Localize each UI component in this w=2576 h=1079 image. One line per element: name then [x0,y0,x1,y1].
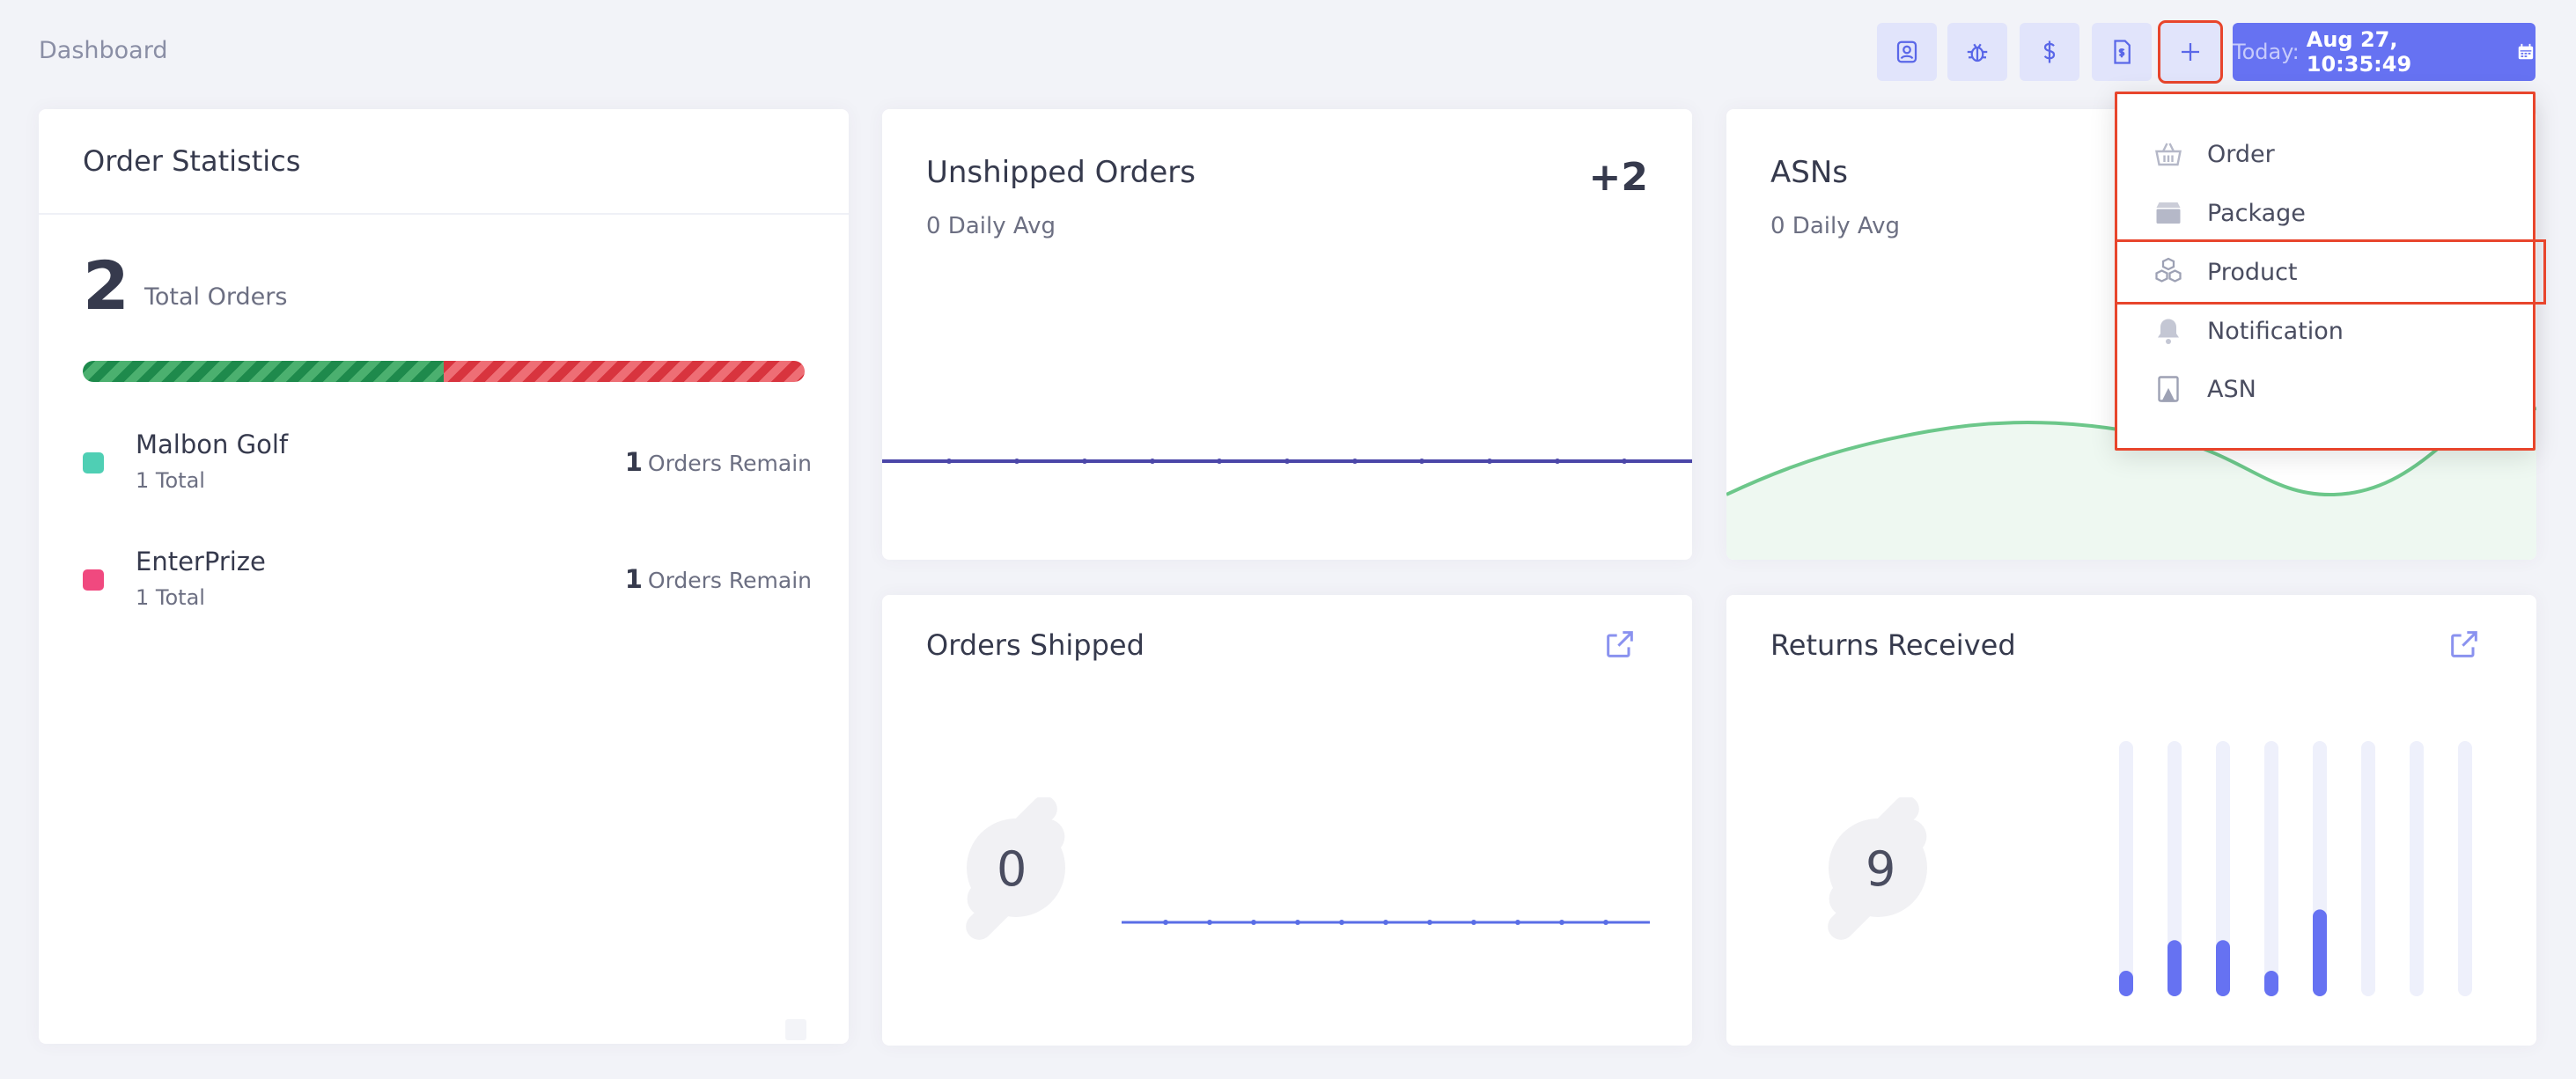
invoice-icon [2114,40,2131,64]
unshipped-orders-delta: +2 [1588,155,1648,200]
menu-item-order[interactable]: Order [2117,124,2533,184]
client-row-enterprize: EnterPrize 1 Total 1 Orders Remain [83,547,840,617]
orders-shipped-card: Orders Shipped 0 [882,595,1692,1046]
user-icon [1896,40,1917,63]
asns-title: ASNs [1770,155,1848,190]
unshipped-orders-card: Unshipped Orders 0 Daily Avg +2 [882,109,1692,560]
date-button[interactable]: Today: Aug 27, 10:35:49 [2233,23,2536,81]
asns-subtitle: 0 Daily Avg [1770,213,1901,239]
asn-icon [2158,376,2179,402]
returns-bar-track [2216,741,2230,996]
client-row-malbon: Malbon Golf 1 Total 1 Orders Remain [83,429,840,500]
unshipped-orders-subtitle: 0 Daily Avg [926,213,1056,239]
returns-bar [2313,909,2327,996]
client-name: Malbon Golf [136,429,289,459]
menu-item-label: Product [2207,258,2298,286]
order-statistics-title: Order Statistics [83,144,301,178]
menu-item-label: Notification [2207,317,2344,345]
client-remain-count: 1 [624,447,643,477]
client-remain-count: 1 [624,564,643,594]
menu-item-label: Order [2207,140,2275,168]
client-total: 1 Total [136,585,205,610]
returns-bar [2119,971,2133,996]
add-button[interactable] [2158,20,2223,84]
returns-bar-track [2458,741,2472,996]
returns-bar-track [2168,741,2182,996]
menu-item-label: Package [2207,199,2306,227]
date-value: Aug 27, 10:35:49 [2306,27,2412,77]
date-label: Today: [2233,40,2300,64]
menu-item-package[interactable]: Package [2117,183,2533,243]
returns-decoration-icon [1828,797,1927,940]
menu-item-product[interactable]: Product [2115,239,2546,305]
orders-shipped-title: Orders Shipped [926,628,1144,662]
returns-bar-track [2361,741,2375,996]
user-button[interactable] [1877,23,1937,81]
orders-shipped-line-chart [1122,920,1650,925]
progress-segment-malbon [83,361,444,382]
external-link-icon[interactable] [1602,627,1638,662]
total-orders-label: Total Orders [144,283,288,311]
returns-bar-track [2119,741,2133,996]
client-remain-label: Orders Remain [647,451,812,476]
client-total: 1 Total [136,468,205,493]
returns-bar [2216,940,2230,996]
client-remain: 1 Orders Remain [625,447,812,477]
plus-icon [2182,43,2199,61]
add-dropdown-menu: Order Package Product Notification ASN [2115,92,2546,451]
cubes-icon [2155,257,2182,283]
bug-icon [1967,43,1988,62]
order-statistics-card: Order Statistics 2 Total Orders Malbon G… [39,109,849,1044]
client-color-dot [83,569,104,591]
shipped-decoration-icon [966,797,1065,940]
unshipped-orders-title: Unshipped Orders [926,155,1196,190]
billing-button[interactable] [2020,23,2079,81]
basket-icon [2155,143,2182,166]
bell-icon [2158,319,2179,344]
page-title: Dashboard [39,37,168,64]
external-link-icon[interactable] [2447,627,2482,662]
calendar-icon [2518,43,2534,60]
returns-received-bar-chart [2119,741,2472,996]
client-color-dot [83,452,104,473]
bug-button[interactable] [1947,23,2007,81]
card-divider [39,213,849,215]
unshipped-orders-line-chart [882,459,1692,464]
client-remain-label: Orders Remain [647,568,812,593]
client-name: EnterPrize [136,547,266,576]
orders-shipped-value: 0 [997,841,1027,897]
invoice-button[interactable] [2092,23,2152,81]
box-icon [2156,202,2181,224]
returns-received-title: Returns Received [1770,628,2016,662]
returns-bar [2264,971,2278,996]
dollar-icon [2043,40,2056,63]
returns-bar [2168,940,2182,996]
progress-segment-enterprize [444,361,805,382]
total-orders-count: 2 [83,246,129,325]
menu-item-label: ASN [2207,375,2256,403]
returns-bar-track [2410,741,2424,996]
menu-item-asn[interactable]: ASN [2117,359,2533,419]
scroll-handle[interactable] [785,1019,806,1040]
returns-received-card: Returns Received 9 [1726,595,2536,1046]
returns-bar-track [2264,741,2278,996]
orders-progress-bar [83,361,805,382]
menu-item-notification[interactable]: Notification [2117,301,2533,361]
returns-received-value: 9 [1866,841,1896,897]
client-remain: 1 Orders Remain [625,564,812,594]
